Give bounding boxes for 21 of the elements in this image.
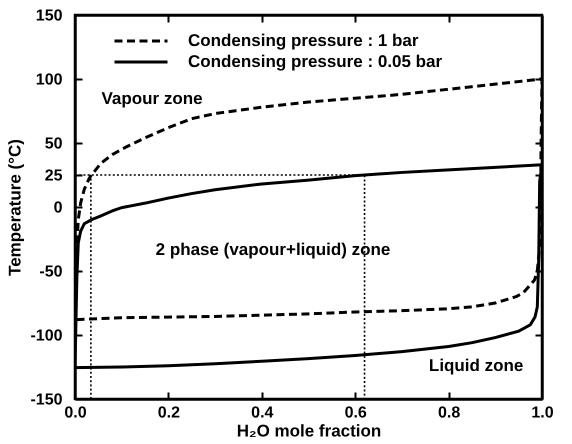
y-axis-title: Temperature (°C) xyxy=(5,139,24,276)
annotation: 2 phase (vapour+liquid) zone xyxy=(156,240,390,260)
x-tick-label: 0.0 xyxy=(64,404,87,422)
y-tick-label: -50 xyxy=(39,264,63,280)
legend-label: Condensing pressure : 1 bar xyxy=(188,31,419,50)
annotation: Liquid zone xyxy=(428,356,524,375)
legend-label: Condensing pressure : 0.05 bar xyxy=(188,52,443,71)
x-tick-label: 0.6 xyxy=(344,404,367,422)
y-tick-label: 25 xyxy=(44,168,63,184)
y-tick-label: 150 xyxy=(36,8,63,24)
x-tick-label: 0.2 xyxy=(158,404,180,422)
y-tick-label: 100 xyxy=(36,72,63,88)
y-tick-label: -150 xyxy=(30,392,63,408)
x-tick-label: 1.0 xyxy=(531,404,554,422)
y-tick-label: -100 xyxy=(30,328,63,344)
y-tick-label: 0 xyxy=(54,200,63,216)
annotation: Vapour zone xyxy=(102,89,203,108)
x-tick-label: 0.8 xyxy=(438,404,460,422)
x-axis-title: H₂O mole fraction xyxy=(236,422,382,440)
x-tick-label: 0.4 xyxy=(251,404,274,422)
y-tick-label: 50 xyxy=(44,136,63,152)
